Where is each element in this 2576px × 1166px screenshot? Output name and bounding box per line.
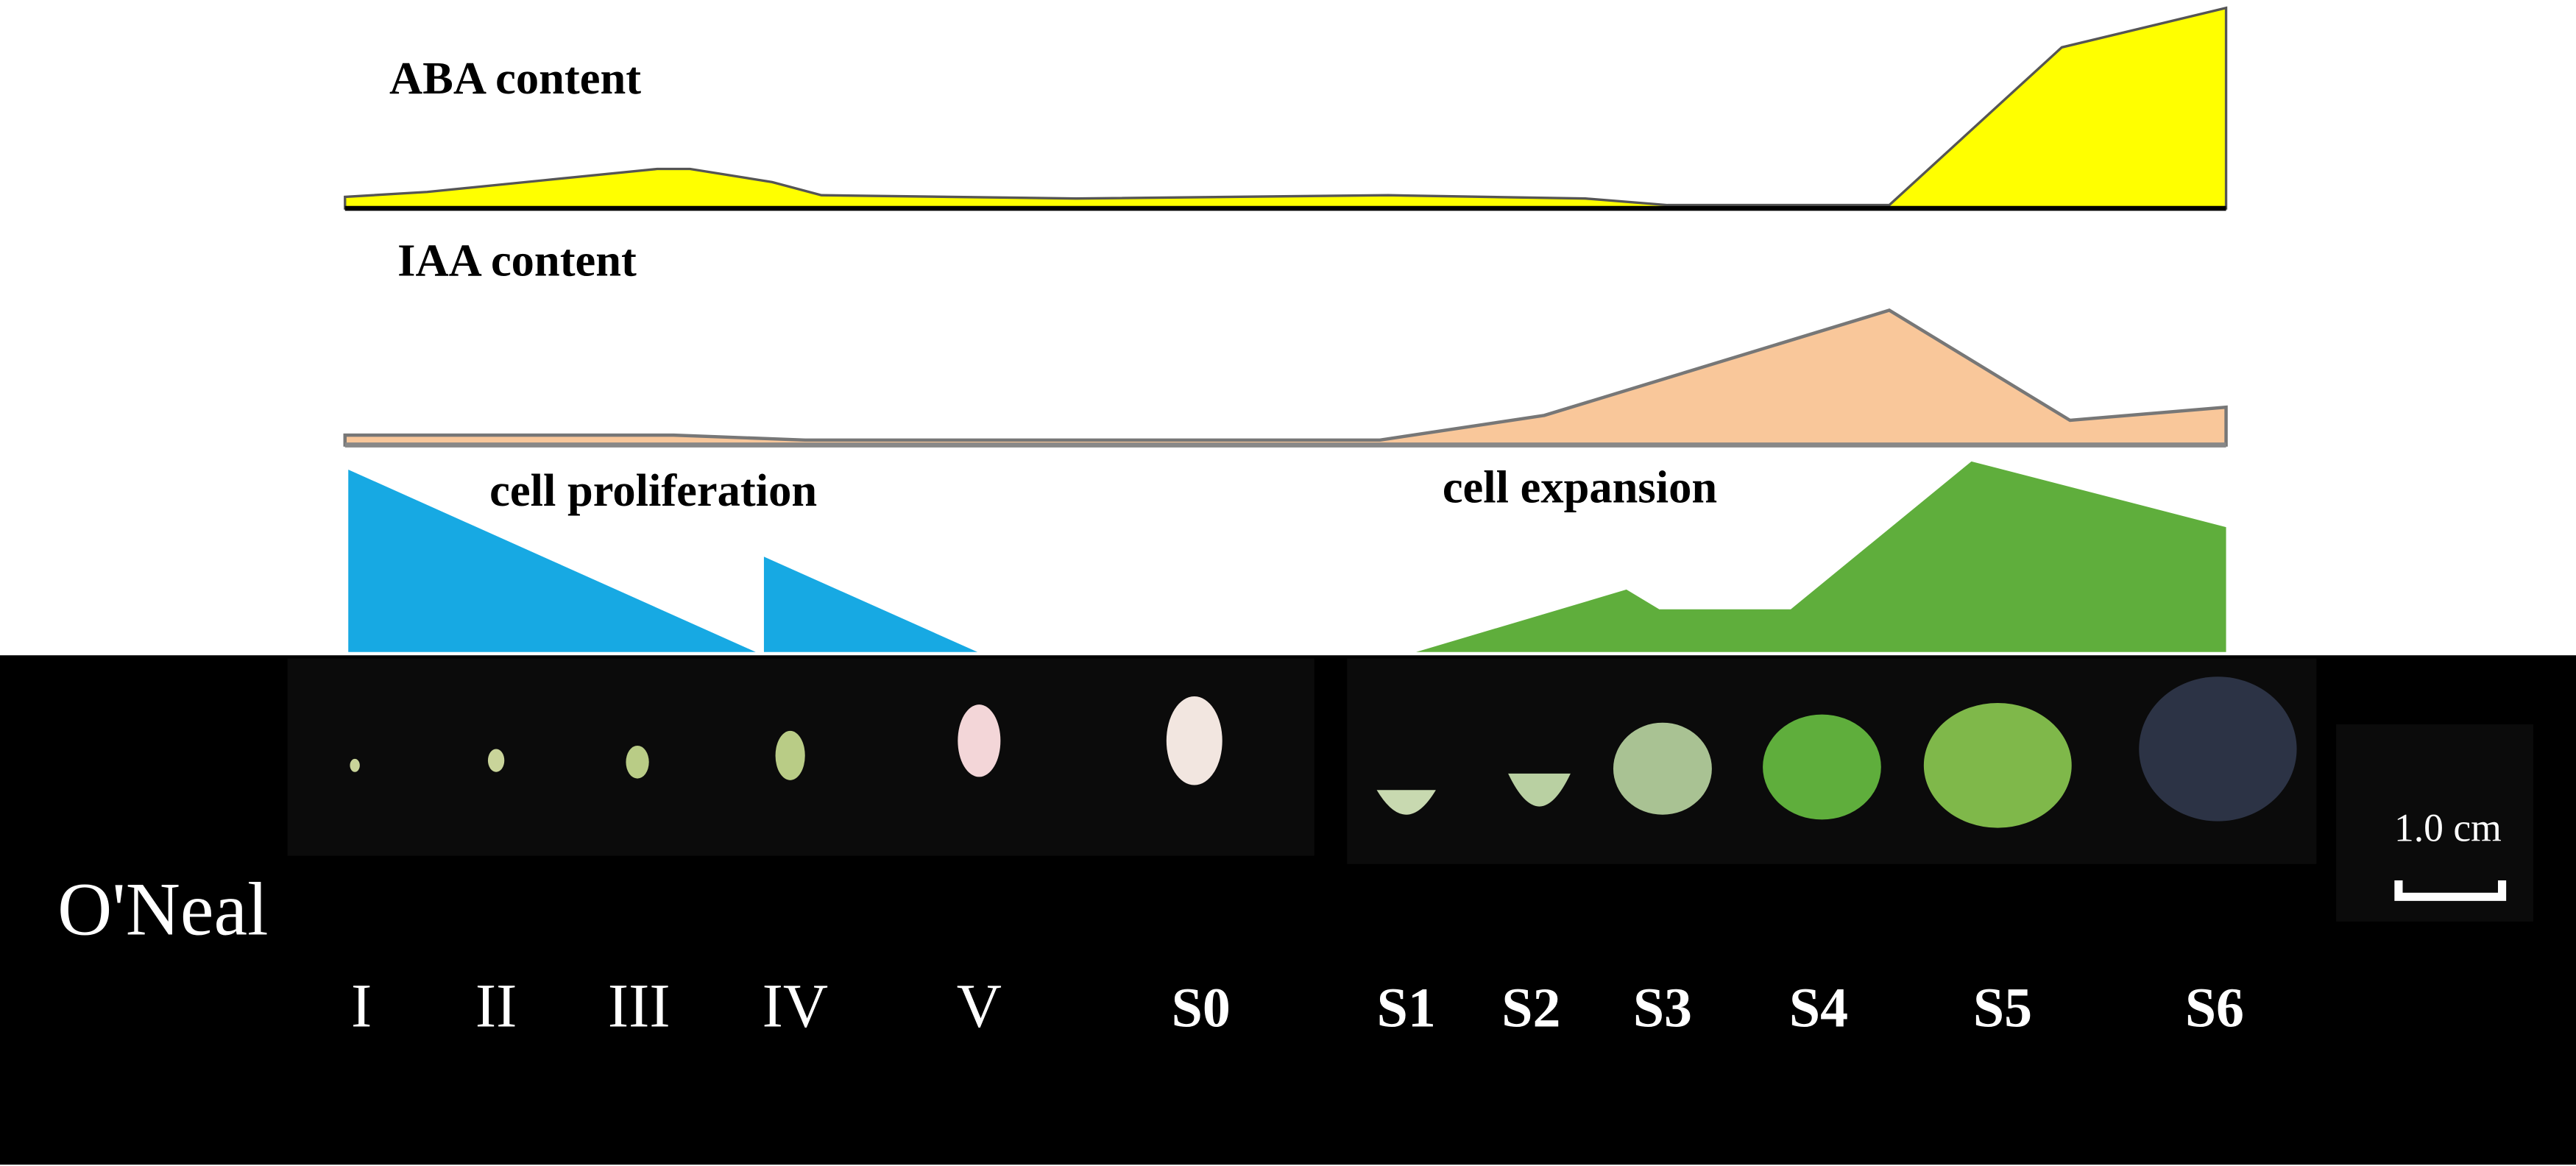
aba-label: ABA content bbox=[389, 52, 641, 104]
expansion-shape bbox=[1416, 461, 2226, 652]
stage-label: I bbox=[351, 972, 372, 1041]
stage-label: S3 bbox=[1633, 978, 1692, 1039]
fruit bbox=[1508, 773, 1571, 807]
proliferation-shape bbox=[763, 556, 978, 652]
stage-label: S2 bbox=[1501, 978, 1560, 1039]
stage-label: S4 bbox=[1789, 978, 1848, 1039]
stage-label: V bbox=[957, 972, 1002, 1041]
stage-label: S6 bbox=[2185, 978, 2244, 1039]
cultivar-label: O'Neal bbox=[57, 869, 268, 952]
bud bbox=[350, 758, 360, 772]
iaa-curve bbox=[343, 308, 2228, 447]
scale-bar-label: 1.0 cm bbox=[2394, 805, 2502, 849]
stage-label: S5 bbox=[1973, 978, 2032, 1039]
iaa-label: IAA content bbox=[397, 235, 637, 286]
bud bbox=[775, 730, 805, 780]
bud bbox=[958, 704, 1001, 777]
bud bbox=[1166, 696, 1222, 785]
stage-label: IV bbox=[762, 972, 829, 1041]
stage-label: S0 bbox=[1172, 978, 1231, 1039]
stage-label: II bbox=[475, 972, 517, 1041]
stage-label: III bbox=[608, 972, 670, 1041]
bud bbox=[487, 749, 505, 772]
proliferation-label: cell proliferation bbox=[489, 464, 817, 516]
fruit bbox=[1923, 702, 2072, 828]
expansion-label: cell expansion bbox=[1443, 462, 1717, 513]
stage-label: S1 bbox=[1377, 978, 1436, 1039]
scale-bar bbox=[2394, 880, 2507, 901]
fruit bbox=[1376, 790, 1436, 815]
fruit bbox=[1763, 714, 1881, 820]
fruit bbox=[1613, 722, 1712, 815]
bud bbox=[626, 745, 649, 779]
fruit bbox=[2139, 676, 2297, 822]
aba-curve bbox=[344, 6, 2228, 210]
